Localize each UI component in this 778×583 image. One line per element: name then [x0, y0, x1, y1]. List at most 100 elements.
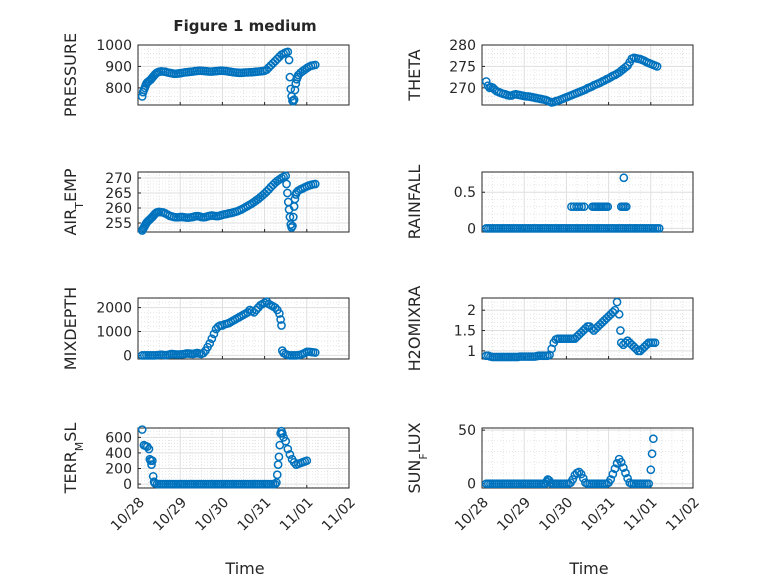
subplot-1: 800 900 1000 PRESSURE — [61, 33, 350, 117]
data-point — [581, 324, 590, 333]
y-tick-label: 270 — [105, 171, 132, 187]
subplot-5: 0 1000 2000 MIXDEPTH — [61, 287, 350, 370]
data-point — [652, 62, 662, 71]
y-tick-label: 0 — [123, 477, 132, 493]
data-point — [578, 474, 588, 483]
data-point — [610, 464, 620, 474]
data-point — [277, 321, 286, 330]
y-axis-label: SUNFLUX — [405, 422, 430, 493]
data-point — [606, 475, 616, 484]
y-tick-label: 1000 — [96, 324, 132, 340]
y-axis-label: RAINFALL — [405, 165, 424, 240]
data-point — [275, 440, 285, 450]
data-point — [310, 60, 320, 70]
data-point — [621, 202, 631, 212]
axes-box — [481, 297, 694, 360]
y-tick-label: 400 — [105, 446, 132, 462]
data-point — [277, 429, 287, 438]
axes-box — [137, 171, 350, 233]
data-point — [289, 457, 299, 467]
y-tick-label: 0.5 — [454, 185, 476, 201]
data-point — [288, 221, 297, 231]
data-point — [270, 479, 280, 489]
data-point — [612, 297, 622, 307]
x-tick-label: 10/31 — [235, 495, 275, 535]
data-point — [623, 474, 632, 483]
y-tick-label: 265 — [105, 186, 132, 202]
y-axis-label: PRESSURE — [61, 33, 80, 117]
data-point — [608, 469, 618, 479]
y-tick-label: 1000 — [96, 38, 132, 54]
x-tick-label: 11/01 — [277, 495, 317, 535]
y-tick-label: 0 — [467, 221, 476, 237]
x-axis-label-left: Time — [224, 559, 264, 578]
x-tick-label: 10/28 — [108, 495, 148, 535]
y-tick-label: 600 — [105, 430, 132, 446]
y-axis-label: TERRMSL — [61, 423, 86, 495]
y-tick-label: 275 — [449, 59, 476, 75]
data-point — [631, 344, 641, 354]
data-point — [207, 334, 217, 344]
data-point — [285, 450, 295, 459]
data-point — [276, 315, 285, 324]
x-tick-label: 11/01 — [621, 495, 661, 535]
data-point — [621, 62, 630, 72]
y-axis-label: AIRTEMP — [61, 168, 86, 235]
data-point — [144, 444, 154, 454]
data-point — [568, 475, 578, 484]
y-tick-label: 260 — [105, 201, 132, 217]
data-point — [209, 329, 219, 339]
y-tick-label: 800 — [105, 81, 132, 97]
data-point — [147, 456, 157, 466]
y-tick-label: 270 — [449, 81, 476, 97]
data-point — [283, 188, 292, 198]
axes-box — [481, 44, 694, 106]
y-tick-label: 0 — [123, 348, 132, 364]
data-point — [614, 309, 624, 319]
y-axis-label: THETA — [405, 49, 424, 101]
y-tick-label: 1 — [467, 344, 476, 360]
subplot-8: 0 50 10/28 10/29 10/30 10/31 11/01 11/02 SUNFLUX — [405, 422, 703, 534]
subplot-2: 270 275 280 THETA — [405, 38, 694, 107]
data-point — [648, 434, 658, 444]
data-point — [283, 444, 293, 454]
data-point — [283, 47, 293, 57]
data-point — [646, 465, 656, 475]
x-tick-label: 11/02 — [663, 495, 703, 535]
y-tick-label: 2000 — [96, 301, 132, 317]
data-point — [619, 463, 628, 472]
data-point — [205, 339, 215, 348]
data-point — [621, 468, 630, 478]
data-point — [281, 436, 291, 446]
data-point — [249, 308, 259, 317]
data-point — [288, 212, 298, 222]
data-point — [576, 469, 586, 479]
data-point — [603, 202, 613, 212]
data-point — [612, 459, 622, 468]
data-point — [647, 449, 657, 459]
data-point — [251, 305, 261, 315]
y-axis-label: H2OMIXRA — [405, 286, 424, 372]
data-point — [243, 308, 253, 317]
x-tick-label: 10/30 — [192, 495, 232, 535]
data-point — [654, 224, 664, 233]
y-tick-label: 255 — [105, 216, 132, 232]
data-point — [619, 173, 629, 183]
data-point — [284, 55, 294, 65]
x-tick-label: 10/29 — [494, 495, 534, 535]
data-point — [616, 457, 626, 467]
y-tick-label: 200 — [105, 462, 132, 478]
data-point — [577, 202, 586, 212]
y-tick-label: 1.5 — [454, 324, 476, 340]
x-tick-label: 10/29 — [150, 495, 190, 535]
data-point — [302, 456, 312, 466]
x-axis-label-right: Time — [568, 559, 608, 578]
data-point — [199, 348, 208, 358]
figure-title: Figure 1 medium — [173, 17, 316, 35]
data-point — [147, 460, 156, 469]
data-point — [644, 479, 654, 489]
data-point — [650, 338, 660, 348]
x-tick-label: 11/02 — [319, 495, 359, 535]
